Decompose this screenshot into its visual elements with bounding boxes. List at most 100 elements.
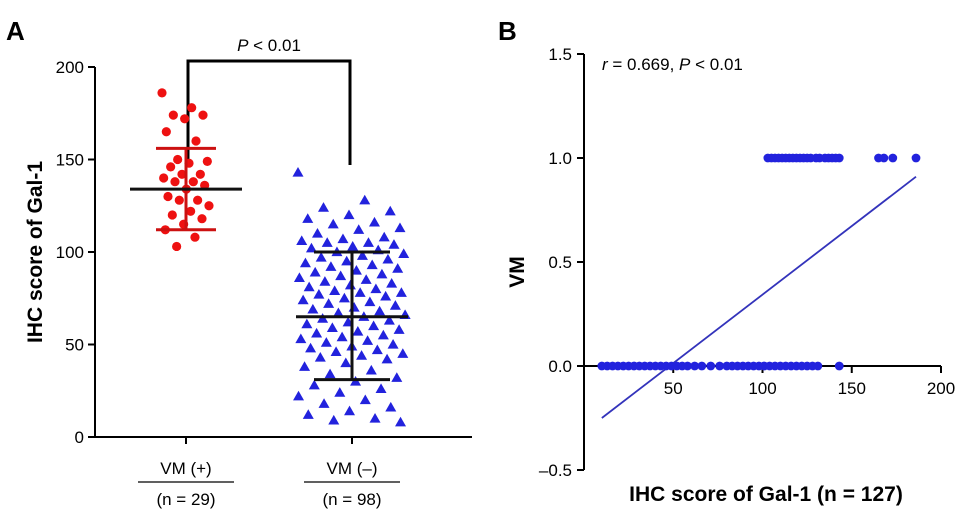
panel-a-point <box>360 274 372 284</box>
panel-a-point <box>356 350 368 360</box>
panel-a-y-tick-label: 50 <box>65 336 84 355</box>
panel-b-letter: B <box>498 16 517 46</box>
panel-a-point <box>303 281 315 292</box>
panel-a-point <box>193 195 203 205</box>
panel-a-point <box>292 166 304 177</box>
panel-a-point <box>204 201 214 211</box>
panel-a-group-vm-negative: VM (–) (n = 98) <box>292 166 411 509</box>
panel-a-point <box>321 237 333 247</box>
panel-a-point <box>301 318 313 329</box>
panel-a-point <box>311 228 323 238</box>
panel-a-point <box>319 276 331 286</box>
panel-a-point <box>368 320 380 331</box>
panel-a-point <box>350 265 362 275</box>
panel-a-point <box>391 372 403 382</box>
panel-a-point <box>314 351 326 362</box>
panel-a-category-label: VM (–) <box>327 459 378 478</box>
panel-a-point <box>380 290 392 301</box>
panel-b-y-axis-title: VM <box>506 256 529 288</box>
panel-a-point <box>174 195 184 205</box>
panel-a-point <box>293 272 305 283</box>
panel-a-point <box>328 414 340 425</box>
significance-bracket-line <box>186 59 352 165</box>
panel-a-point <box>186 206 196 216</box>
panel-a-point <box>362 237 374 247</box>
panel-a-point <box>168 110 178 120</box>
panel-a-point <box>387 339 399 349</box>
panel-a-point <box>343 209 355 220</box>
panel-a-point <box>318 398 330 408</box>
panel-a-point <box>359 394 371 405</box>
panel-a-point <box>365 364 377 375</box>
panel-b-y-tick-label: 1.0 <box>548 149 572 168</box>
panel-a-point <box>383 314 395 325</box>
panel-b-x-axis-title: IHC score of Gal-1 (n = 127) <box>629 483 903 506</box>
panel-a-group-vm-positive: VM (+) (n = 29) <box>130 88 242 509</box>
panel-b-point <box>911 153 921 163</box>
panel-a-category-n-label: (n = 98) <box>322 490 381 509</box>
panel-a-y-tick-label: 150 <box>56 151 84 170</box>
panel-a-point <box>364 296 376 307</box>
panel-a-point <box>386 277 398 288</box>
panel-a-point <box>326 322 338 332</box>
panel-b-y-tick-label: 0.0 <box>548 357 572 376</box>
panel-a-point <box>338 292 350 303</box>
panel-a-point <box>166 162 176 172</box>
panel-a-point <box>307 303 319 314</box>
panel-a-y-tick-label: 200 <box>56 58 84 77</box>
panel-a-point <box>359 194 371 205</box>
panel-a-point <box>381 353 393 364</box>
panel-a-y-tick-label: 0 <box>75 428 84 447</box>
panel-a-point <box>330 346 342 357</box>
panel-a-point <box>163 191 173 202</box>
significance-label: P < 0.01 <box>237 36 301 55</box>
panel-a-point <box>296 235 308 246</box>
panel-b-x-tick-label: 200 <box>927 379 955 398</box>
panel-a-point <box>348 302 360 312</box>
panel-a-point <box>329 285 341 295</box>
panel-a-point <box>180 114 190 124</box>
panel-a-point <box>347 240 359 251</box>
panel-a-category-n-label: (n = 29) <box>156 490 215 509</box>
panel-a-point <box>197 214 207 224</box>
panel-a-point <box>368 216 380 227</box>
panel-b-regression-line <box>601 176 917 419</box>
panel-b-y-tick-label: –0.5 <box>539 461 572 480</box>
panel-a-point <box>356 250 368 260</box>
panel-a-point <box>332 307 344 318</box>
panel-b-y-tick-label: 0.5 <box>548 253 572 272</box>
panel-a-point <box>195 169 205 179</box>
panel-a-point <box>354 287 366 297</box>
panel-a-groups: VM (+) (n = 29) VM (–) (n = 98) <box>130 88 411 509</box>
panel-a-point <box>173 154 183 165</box>
panel-b-plot <box>597 153 921 419</box>
panel-a-category-label: VM (+) <box>160 459 211 478</box>
panel-a-y-axis-title: IHC score of Gal-1 <box>24 161 47 343</box>
panel-b-x-tick-label: 150 <box>838 379 866 398</box>
panel-a-point <box>295 333 307 344</box>
significance-p-text: < 0.01 <box>248 36 300 55</box>
panel-a-point <box>385 401 397 412</box>
panel-b-point <box>834 361 844 371</box>
panel-a-point <box>336 331 348 342</box>
panel-a-point <box>172 241 182 252</box>
panel-a-point <box>337 233 349 244</box>
panel-a-y-tick-label: 100 <box>56 243 84 262</box>
panel-a-point <box>362 335 374 345</box>
panel-a-point <box>334 387 346 397</box>
panel-a-point <box>299 257 311 268</box>
panel-b-y-tick-label: 1.5 <box>548 45 572 64</box>
panel-a-point <box>376 268 388 279</box>
panel-a-point <box>320 337 332 347</box>
panel-a-point <box>395 416 407 427</box>
correlation-annotation: r = 0.669, P < 0.01 <box>602 55 743 74</box>
panel-a-point <box>369 413 381 423</box>
panel-a-point <box>397 348 409 358</box>
panel-a-point <box>157 88 167 98</box>
panel-a-point <box>370 283 382 294</box>
panel-a-point <box>352 326 364 336</box>
panel-a-point <box>190 232 200 242</box>
panel-a-point <box>159 173 169 183</box>
panel-a-point <box>340 357 352 368</box>
